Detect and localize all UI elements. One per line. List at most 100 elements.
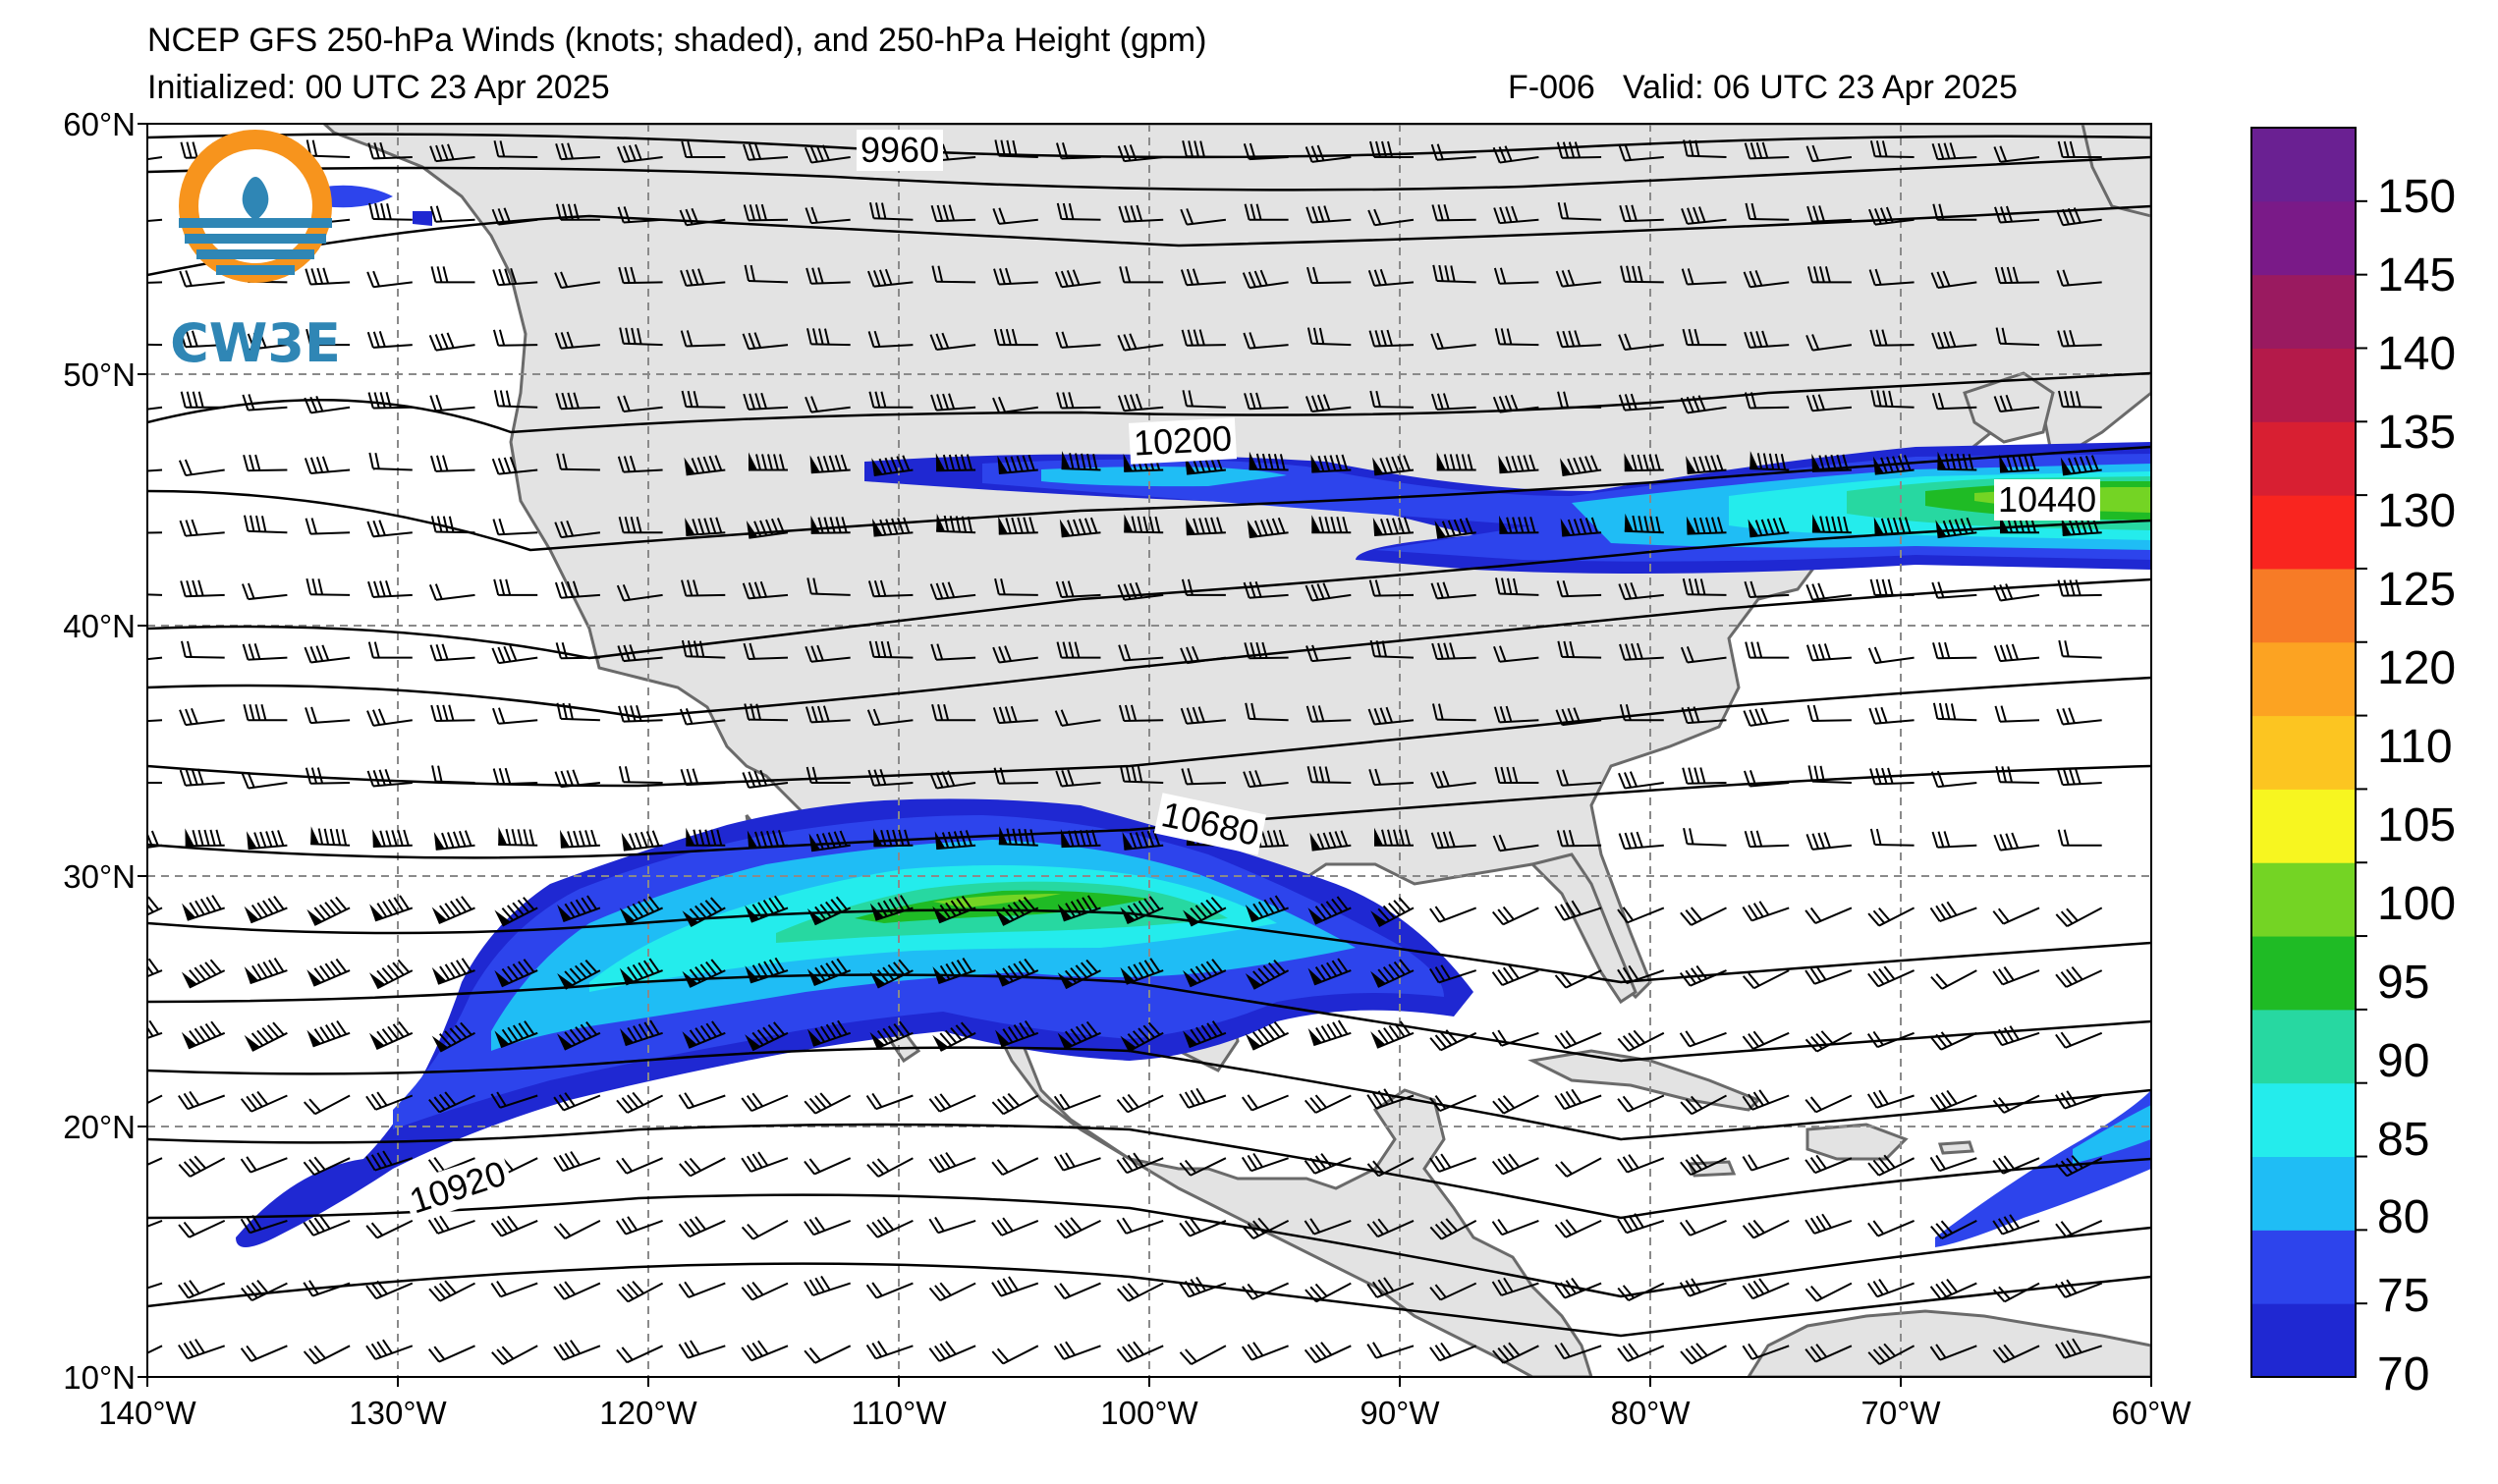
wind-barb-shaft <box>372 344 413 349</box>
wind-barb-feather <box>1186 268 1193 286</box>
wind-barb-feather <box>929 583 938 600</box>
wind-barb-flag <box>1624 453 1634 471</box>
wind-barb-feather <box>1192 645 1200 662</box>
wind-barb-feather <box>1123 334 1132 351</box>
wind-barb-shaft <box>814 1094 852 1115</box>
wind-barb-shaft <box>185 468 225 477</box>
wind-barb-shaft <box>686 218 726 227</box>
wind-barb-feather <box>808 1158 821 1173</box>
wind-barb-feather <box>1252 970 1265 984</box>
wind-barb-feather <box>148 1019 160 1035</box>
wind-barb-feather <box>1818 266 1825 283</box>
wind-barb-feather <box>1397 455 1406 472</box>
wind-barb-flag <box>1060 829 1071 848</box>
wind-barb-feather <box>1690 1156 1702 1171</box>
wind-barb-feather <box>1312 766 1319 783</box>
wind-barb-shaft <box>1186 719 1226 725</box>
wind-barb-feather <box>1506 328 1513 345</box>
wind-barb-shaft <box>1313 1219 1352 1236</box>
wind-barb-feather <box>689 1029 701 1044</box>
wind-barb-feather <box>1624 832 1632 849</box>
wind-barb-feather <box>1377 907 1391 922</box>
wind-barb-shaft <box>147 844 163 849</box>
wind-barb-feather <box>1244 203 1250 220</box>
wind-barb-shaft <box>1687 531 1727 535</box>
wind-barb-feather <box>181 640 187 658</box>
wind-barb-feather <box>751 1153 763 1169</box>
wind-barb-feather <box>1006 139 1012 157</box>
wind-barb-feather <box>942 454 950 471</box>
wind-barb-feather <box>128 1028 137 1042</box>
wind-barb-shaft <box>1003 1094 1039 1116</box>
wind-barb-feather <box>580 1023 592 1038</box>
wind-barb-feather <box>1432 703 1438 720</box>
florida-land <box>1529 852 1638 1005</box>
wind-barb-feather <box>812 328 818 345</box>
wind-barb-feather <box>1685 1347 1697 1362</box>
wind-barb-feather <box>372 270 380 287</box>
wind-barb-feather <box>684 1342 694 1357</box>
wind-barb-shaft <box>310 782 351 785</box>
colorbar-label-90: 90 <box>2377 1035 2430 1087</box>
wind-barb-feather <box>250 1093 263 1108</box>
wind-barb-feather <box>1872 1030 1884 1046</box>
wind-barb-shaft <box>1124 593 1164 601</box>
wind-barb-flag <box>1873 517 1884 535</box>
wind-barb-shaft <box>748 718 789 722</box>
wind-barb-feather <box>1002 1278 1014 1293</box>
wind-barb-feather <box>1323 455 1331 471</box>
wind-barb-feather <box>1935 1094 1947 1109</box>
wind-barb-feather <box>1744 142 1751 159</box>
wind-barb-feather <box>335 958 348 973</box>
wind-barb-shaft <box>2062 593 2102 597</box>
wind-barb-feather <box>1397 517 1405 534</box>
wind-barb-feather <box>956 959 968 974</box>
wind-barb-feather <box>1573 519 1582 535</box>
wind-barb-feather <box>904 829 911 847</box>
valid-time: Valid: 06 UTC 23 Apr 2025 <box>1623 69 2018 106</box>
wind-barb-feather <box>944 1029 958 1044</box>
wind-barb-shaft <box>1061 593 1101 598</box>
wind-barb-shaft <box>1061 281 1101 289</box>
wind-barb-flag <box>1811 514 1821 532</box>
wind-barb-feather <box>1679 1032 1691 1048</box>
wind-barb-shaft <box>185 344 225 349</box>
wind-barb-feather <box>376 1152 388 1168</box>
wind-barb-feather <box>1512 577 1519 595</box>
wind-barb-feather <box>1244 393 1250 410</box>
wind-barb-shaft <box>876 1219 914 1238</box>
wind-barb-feather <box>1685 1030 1696 1045</box>
wind-barb-feather <box>1119 765 1126 782</box>
wind-barb-feather <box>1554 1224 1567 1238</box>
wind-barb-feather <box>1930 272 1939 289</box>
wind-barb-feather <box>1182 140 1188 157</box>
wind-barb-feather <box>962 958 973 972</box>
wind-barb-flag <box>1560 518 1572 536</box>
wind-barb-feather <box>1252 1031 1265 1046</box>
wind-barb-shaft <box>686 655 726 659</box>
wind-barb-flag <box>185 828 194 847</box>
wind-barb-feather <box>1817 582 1826 599</box>
wind-barb-feather <box>336 1019 348 1035</box>
wind-barb-feather <box>776 518 785 534</box>
wind-barb-feather <box>2005 644 2014 661</box>
wind-barb-feather <box>945 962 957 978</box>
wind-barb-feather <box>634 143 642 161</box>
wind-barb-feather <box>1061 770 1069 787</box>
wind-barb-shaft <box>1624 280 1664 284</box>
wind-barb-feather <box>130 207 135 223</box>
wind-barb-feather <box>2060 910 2074 925</box>
wind-barb-shaft <box>147 1031 163 1040</box>
wind-barb-feather <box>1622 907 1635 921</box>
wind-barb-feather <box>1180 707 1188 725</box>
wind-barb-shaft <box>750 1157 789 1173</box>
wind-barb-shaft <box>560 717 600 722</box>
wind-barb-shaft <box>1314 1157 1352 1175</box>
wind-barb-feather <box>1127 1344 1139 1358</box>
wind-barb-feather <box>247 772 255 789</box>
wind-barb-shaft <box>2003 1094 2040 1114</box>
wind-barb-feather <box>934 1285 947 1299</box>
wind-barb-feather <box>1122 1285 1135 1299</box>
wind-barb-shaft <box>1877 1219 1915 1237</box>
wind-barb-feather <box>1689 139 1694 157</box>
